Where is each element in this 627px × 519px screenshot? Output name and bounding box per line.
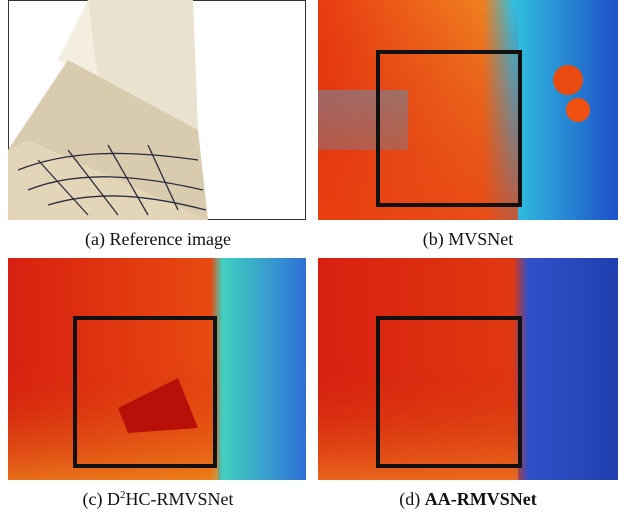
d2hc-rmvsnet-depth: [8, 258, 306, 480]
page: (a) Reference image (b) MVSNet (c) D2HC-…: [0, 0, 627, 519]
caption-rest: HC-RMVSNet: [125, 489, 233, 509]
caption: (d) AA-RMVSNet: [318, 489, 618, 510]
caption: (c) D2HC-RMVSNet: [8, 489, 308, 510]
caption: (b) MVSNet: [318, 229, 618, 250]
mvsnet-depth: [318, 0, 618, 220]
caption: (a) Reference image: [8, 229, 308, 250]
caption-label: (c) D: [83, 489, 120, 509]
reference-image: [8, 0, 306, 220]
caption-label: (d): [399, 489, 425, 509]
caption-bold: AA-RMVSNet: [425, 489, 537, 509]
aa-rmvsnet-depth: [318, 258, 618, 480]
